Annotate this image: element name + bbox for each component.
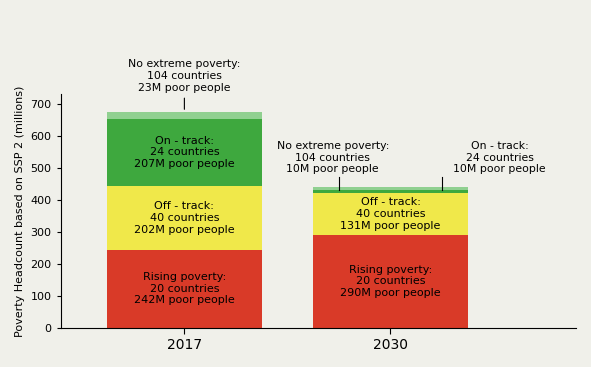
- Bar: [107, 112, 262, 119]
- Text: On - track:
24 countries
207M poor people: On - track: 24 countries 207M poor peopl…: [134, 136, 235, 169]
- Bar: [107, 186, 262, 250]
- Bar: [313, 235, 468, 328]
- Text: No extreme poverty:
104 countries
10M poor people: No extreme poverty: 104 countries 10M po…: [277, 141, 389, 174]
- Text: Off - track:
40 countries
202M poor people: Off - track: 40 countries 202M poor peop…: [134, 201, 235, 235]
- Bar: [107, 250, 262, 328]
- Text: Rising poverty:
20 countries
290M poor people: Rising poverty: 20 countries 290M poor p…: [340, 265, 441, 298]
- Bar: [313, 190, 468, 193]
- Y-axis label: Poverty Headcount based on SSP 2 (millions): Poverty Headcount based on SSP 2 (millio…: [15, 85, 25, 337]
- Text: On - track:
24 countries
10M poor people: On - track: 24 countries 10M poor people: [453, 141, 546, 174]
- Text: No extreme poverty:
104 countries
23M poor people: No extreme poverty: 104 countries 23M po…: [128, 59, 241, 109]
- Text: Off - track:
40 countries
131M poor people: Off - track: 40 countries 131M poor peop…: [340, 197, 441, 230]
- Bar: [313, 193, 468, 235]
- Bar: [107, 119, 262, 186]
- Bar: [313, 186, 468, 190]
- Text: Rising poverty:
20 countries
242M poor people: Rising poverty: 20 countries 242M poor p…: [134, 272, 235, 305]
